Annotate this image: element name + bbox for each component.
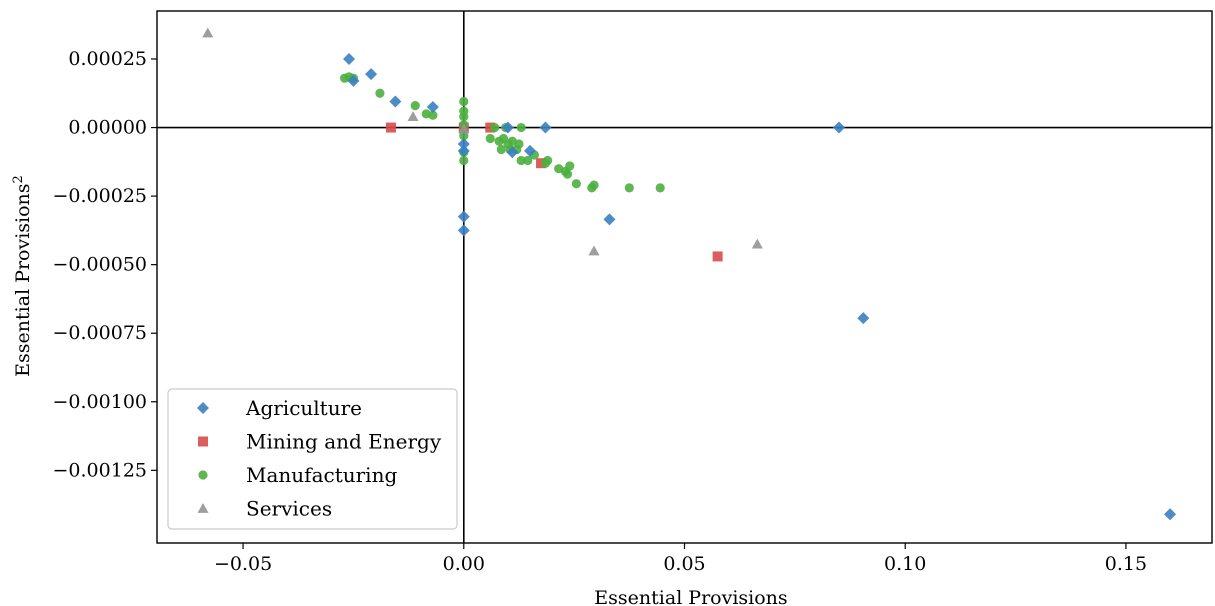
- agriculture-point: [457, 224, 470, 237]
- services-point: [202, 27, 214, 38]
- manufacturing-point: [523, 155, 533, 166]
- y-tick-label: −0.00050: [53, 254, 148, 276]
- agriculture-point: [426, 100, 439, 113]
- services-point: [751, 238, 763, 249]
- y-tick-label: 0.00025: [68, 48, 147, 70]
- manufacturing-point: [565, 161, 575, 171]
- services-point: [407, 111, 419, 121]
- agriculture-point: [343, 52, 356, 65]
- x-tick-label: −0.05: [214, 553, 272, 575]
- manufacturing-point: [490, 122, 500, 133]
- legend-label-mining-and-energy: Mining and Energy: [246, 430, 442, 454]
- agriculture-point: [603, 213, 616, 226]
- agriculture-point: [389, 95, 402, 108]
- legend-label-services: Services: [246, 497, 332, 521]
- legend-marker-services: [197, 503, 209, 513]
- y-tick-label: −0.00100: [53, 391, 148, 413]
- manufacturing-point: [562, 169, 573, 179]
- x-tick-label: 0.15: [1105, 553, 1147, 575]
- y-axis-label-main: Essential Provisions: [12, 183, 34, 376]
- agriculture-point: [457, 138, 470, 150]
- manufacturing-point: [655, 183, 665, 193]
- manufacturing-point: [410, 101, 420, 111]
- agriculture-point: [501, 121, 514, 134]
- series-agriculture: [343, 52, 1177, 521]
- legend-label-agriculture: Agriculture: [245, 396, 362, 420]
- x-tick-label: 0.10: [884, 553, 926, 575]
- legend-marker-mining-and-energy: [198, 436, 208, 447]
- manufacturing-point: [589, 180, 599, 190]
- mining-and-energy-point: [712, 251, 723, 262]
- y-tick-label: −0.00075: [53, 322, 148, 344]
- legend-marker-manufacturing: [198, 470, 208, 480]
- manufacturing-point: [375, 88, 385, 98]
- manufacturing-point: [459, 131, 469, 141]
- manufacturing-point: [428, 110, 438, 120]
- legend: Agriculture Mining and Energy Manufacturin…: [167, 388, 458, 530]
- agriculture-point: [1164, 508, 1177, 521]
- x-axis-ticks: −0.05 0.00 0.05 0.10 0.15: [214, 543, 1147, 575]
- agriculture-point: [347, 74, 360, 87]
- manufacturing-point: [624, 183, 634, 193]
- manufacturing-point: [459, 155, 469, 166]
- manufacturing-point: [571, 179, 581, 189]
- agriculture-point: [539, 121, 552, 134]
- agriculture-point: [524, 144, 537, 157]
- agriculture-point: [832, 121, 845, 134]
- y-axis-ticks: 0.00025 0.00000 −0.00025 −0.00050 −0.00075 −0…: [53, 48, 157, 481]
- y-tick-label: −0.00025: [53, 185, 148, 207]
- manufacturing-point: [496, 144, 506, 155]
- manufacturing-point: [485, 133, 495, 144]
- agriculture-point: [857, 312, 870, 325]
- agriculture-point: [365, 68, 378, 81]
- legend-label-manufacturing: Manufacturing: [246, 463, 397, 487]
- y-axis-label-superscript: 2: [11, 175, 26, 183]
- manufacturing-point: [516, 155, 526, 166]
- manufacturing-point: [514, 139, 524, 149]
- agriculture-point: [457, 210, 470, 223]
- series-mining-and-energy: [385, 122, 723, 262]
- legend-marker-agriculture: [197, 402, 209, 414]
- agriculture-point: [506, 146, 519, 159]
- x-tick-label: 0.05: [663, 553, 705, 575]
- y-tick-label: −0.00125: [53, 459, 148, 481]
- x-tick-label: 0.00: [443, 553, 485, 575]
- x-axis-label: Essential Provisions: [594, 587, 787, 606]
- y-axis-label: Essential Provisions2: [11, 175, 35, 377]
- legend-box: [167, 388, 458, 530]
- series-services: [202, 27, 763, 256]
- data-points: [202, 27, 1177, 521]
- services-point: [588, 245, 600, 256]
- manufacturing-point: [543, 155, 553, 166]
- legend-items: Agriculture Mining and Energy Manufacturin…: [197, 396, 442, 521]
- agriculture-point: [457, 144, 470, 157]
- mining-and-energy-point: [385, 122, 396, 133]
- manufacturing-point: [459, 111, 469, 122]
- y-tick-label: 0.00000: [68, 117, 147, 139]
- manufacturing-point: [516, 122, 526, 133]
- services-point: [458, 123, 470, 134]
- manufacturing-point: [459, 96, 469, 107]
